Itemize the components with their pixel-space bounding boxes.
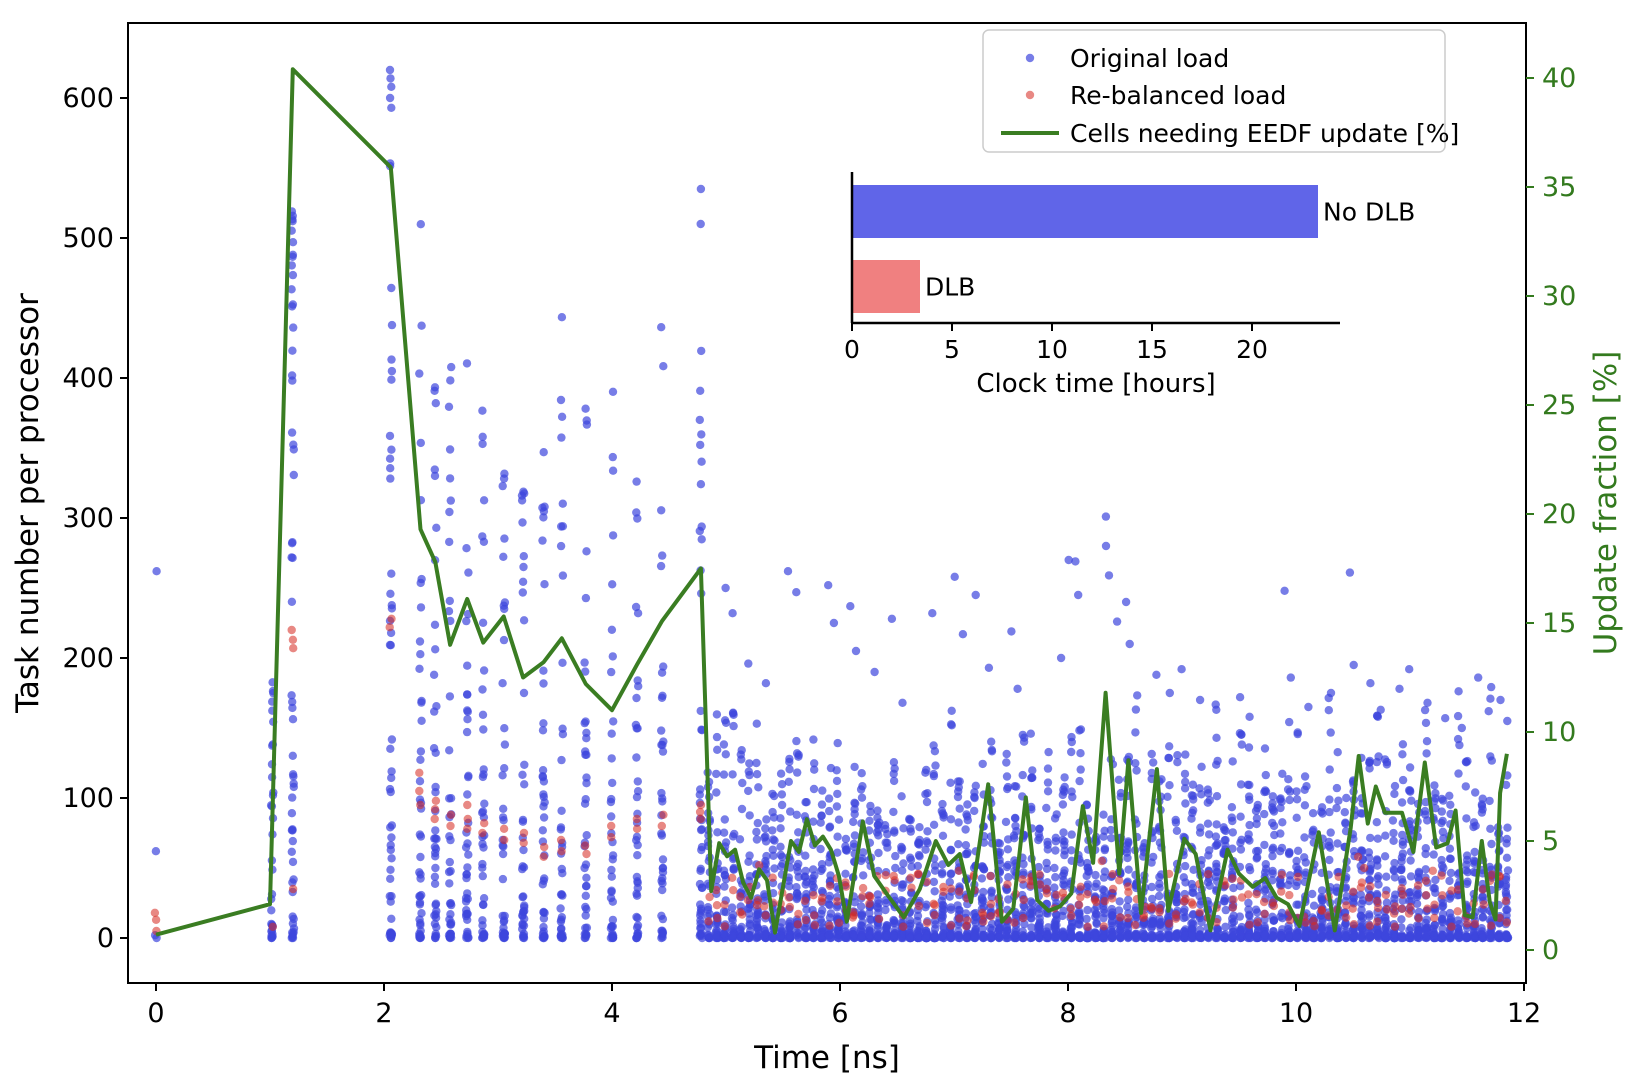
- x-tick-label: 6: [831, 998, 848, 1029]
- legend-marker-original-load: [1025, 53, 1035, 63]
- y-left-tick-label: 600: [62, 83, 114, 114]
- x-tick-label: 2: [375, 998, 392, 1029]
- y-right-tick-label: 40: [1542, 63, 1576, 94]
- legend-label: Re-balanced load: [1070, 81, 1286, 110]
- inset-bar-dlb: [852, 260, 920, 313]
- inset-x-tick-label: 10: [1036, 335, 1068, 364]
- y-right-tick-label: 0: [1542, 935, 1559, 966]
- axes: 0 2 4 6 8 10 120100200300400500600051015202530…: [10, 63, 1624, 1076]
- x-tick-label: 4: [603, 998, 620, 1029]
- inset-bar-label: No DLB: [1323, 198, 1415, 227]
- y-right-axis-label: Update fraction [%]: [1588, 351, 1624, 656]
- x-tick-label: 8: [1059, 998, 1076, 1029]
- inset-x-tick-label: 5: [944, 335, 960, 364]
- x-tick-label: 10: [1279, 998, 1313, 1029]
- legend: Original load Re-balanced load Cells needi…: [982, 29, 1459, 153]
- y-left-tick-label: 100: [62, 783, 114, 814]
- y-left-tick-label: 300: [62, 503, 114, 534]
- inset-x-axis-label: Clock time [hours]: [976, 369, 1215, 399]
- y-right-tick-label: 15: [1542, 608, 1576, 639]
- y-left-axis-label: Task number per processor: [10, 293, 46, 714]
- legend-marker-rebalanced-load: [1025, 90, 1035, 100]
- y-left-tick-label: 400: [62, 363, 114, 394]
- inset-bar-chart: No DLB DLB 0 5 10 15 20 Clock time [hours]: [844, 172, 1415, 399]
- x-tick-label: 0: [147, 998, 164, 1029]
- inset-bar-no-dlb: [852, 185, 1318, 238]
- x-tick-label: 12: [1507, 998, 1541, 1029]
- y-right-tick-label: 10: [1542, 717, 1576, 748]
- inset-bar-label: DLB: [925, 273, 975, 302]
- y-left-tick-label: 500: [62, 223, 114, 254]
- y-left-tick-label: 200: [62, 643, 114, 674]
- y-right-tick-label: 30: [1542, 281, 1576, 312]
- plot-border: [127, 22, 1527, 984]
- eedf-update-line: [155, 67, 1509, 937]
- inset-x-tick-label: 0: [844, 335, 860, 364]
- legend-label: Original load: [1070, 44, 1229, 73]
- y-right-tick-label: 25: [1542, 390, 1576, 421]
- x-axis-label: Time [ns]: [753, 1040, 900, 1076]
- inset-x-tick-label: 15: [1136, 335, 1168, 364]
- y-right-tick-label: 20: [1542, 499, 1576, 530]
- legend-label: Cells needing EEDF update [%]: [1070, 119, 1459, 148]
- y-right-tick-label: 35: [1542, 172, 1576, 203]
- y-left-tick-label: 0: [97, 923, 114, 954]
- inset-x-tick-label: 20: [1236, 335, 1268, 364]
- y-right-tick-label: 5: [1542, 826, 1559, 857]
